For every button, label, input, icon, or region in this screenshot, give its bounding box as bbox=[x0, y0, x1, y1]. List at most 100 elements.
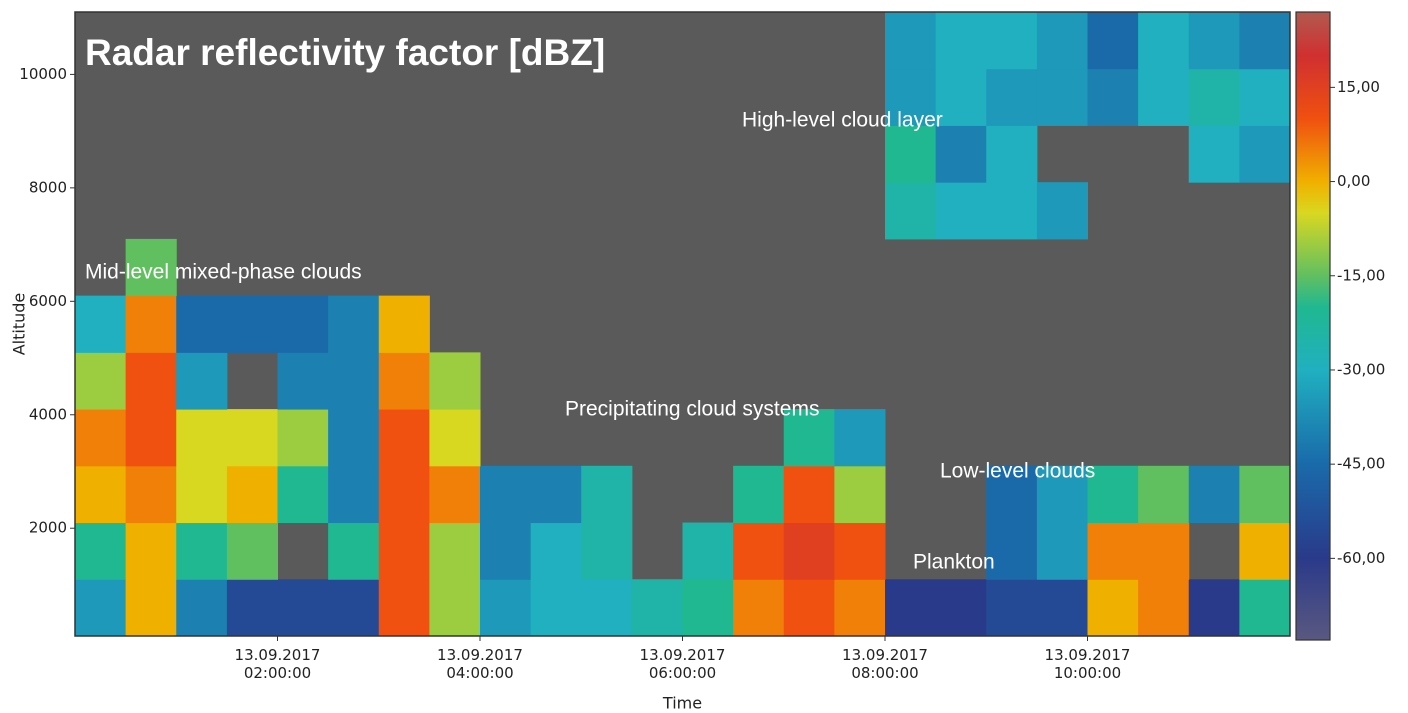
colorbar-tick-label: 0,00 bbox=[1337, 172, 1370, 190]
heat-cell bbox=[986, 522, 1038, 580]
annotation: Low-level clouds bbox=[940, 460, 1095, 483]
heat-cell bbox=[328, 409, 380, 467]
heat-cell bbox=[1036, 522, 1088, 580]
heat-cell bbox=[783, 579, 835, 637]
y-tick-label: 2000 bbox=[29, 519, 67, 537]
heat-cell bbox=[176, 352, 228, 410]
heat-cell bbox=[631, 579, 683, 637]
y-tick-label: 10000 bbox=[19, 65, 67, 83]
heat-cell bbox=[834, 522, 886, 580]
heat-cell bbox=[378, 522, 430, 580]
heat-cell bbox=[1138, 522, 1190, 580]
y-tick-label: 4000 bbox=[29, 405, 67, 423]
heat-cell bbox=[1188, 125, 1240, 183]
heat-cell bbox=[277, 579, 329, 637]
heat-cell bbox=[1188, 12, 1240, 70]
heat-cell bbox=[1239, 579, 1291, 637]
heat-cell bbox=[226, 409, 278, 467]
heat-cell bbox=[328, 352, 380, 410]
heat-cell bbox=[986, 12, 1038, 70]
heat-cell bbox=[885, 12, 937, 70]
heat-cell bbox=[986, 68, 1038, 126]
heat-cell bbox=[783, 465, 835, 524]
colorbar-tick-label: -60,00 bbox=[1337, 549, 1385, 567]
heat-cell bbox=[480, 465, 532, 524]
x-axis-title: Time bbox=[662, 694, 702, 713]
heat-cell bbox=[935, 125, 987, 183]
x-tick-label: 13.09.2017 10:00:00 bbox=[1044, 646, 1131, 682]
heat-cell bbox=[328, 522, 380, 580]
heat-cell bbox=[75, 579, 127, 637]
y-tick-label: 6000 bbox=[29, 292, 67, 310]
heat-cell bbox=[75, 522, 127, 580]
heat-cell bbox=[581, 465, 633, 524]
heat-cell bbox=[176, 465, 228, 524]
heat-cell bbox=[1087, 12, 1139, 70]
heat-cell bbox=[176, 579, 228, 637]
annotation: Mid-level mixed-phase clouds bbox=[85, 261, 362, 284]
annotation: Plankton bbox=[913, 551, 995, 574]
heat-cell bbox=[1239, 522, 1291, 580]
heat-cell bbox=[885, 579, 937, 637]
heat-cell bbox=[530, 579, 582, 637]
heat-cell bbox=[378, 409, 430, 467]
heat-cell bbox=[1138, 68, 1190, 126]
y-tick-label: 8000 bbox=[29, 178, 67, 196]
heat-cell bbox=[733, 522, 785, 580]
heat-cell bbox=[1036, 12, 1088, 70]
heat-cell bbox=[885, 125, 937, 183]
heat-cell bbox=[530, 522, 582, 580]
heat-cell bbox=[125, 295, 177, 353]
annotation: High-level cloud layer bbox=[742, 109, 943, 132]
heat-cell bbox=[125, 352, 177, 410]
heat-cell bbox=[277, 409, 329, 467]
heat-cell bbox=[1239, 465, 1291, 524]
heat-cell bbox=[1239, 12, 1291, 70]
heat-cell bbox=[1087, 522, 1139, 580]
x-tick-label: 13.09.2017 08:00:00 bbox=[842, 646, 928, 682]
heat-cell bbox=[125, 522, 177, 580]
heat-cell bbox=[935, 68, 987, 126]
heat-cell bbox=[783, 522, 835, 580]
x-tick-label: 13.09.2017 06:00:00 bbox=[639, 646, 726, 682]
heat-cell bbox=[1036, 68, 1088, 126]
heat-cell bbox=[429, 579, 481, 637]
y-axis-title: Altitude bbox=[10, 293, 29, 356]
annotation: Precipitating cloud systems bbox=[565, 398, 819, 421]
colorbar-tick-label: -15,00 bbox=[1337, 266, 1385, 284]
x-tick-label: 13.09.2017 02:00:00 bbox=[234, 646, 321, 682]
heat-cell bbox=[834, 409, 886, 467]
heat-cell bbox=[885, 182, 937, 240]
heat-cell bbox=[986, 579, 1038, 637]
colorbar-tick-label: -30,00 bbox=[1337, 360, 1385, 378]
heat-cell bbox=[834, 579, 886, 637]
heat-cell bbox=[986, 465, 1038, 524]
heat-cell bbox=[1036, 465, 1088, 524]
heat-cell bbox=[1087, 465, 1139, 524]
heat-cell bbox=[682, 522, 734, 580]
heat-cell bbox=[935, 12, 987, 70]
heat-cell bbox=[733, 579, 785, 637]
chart-title: Radar reflectivity factor [dBZ] bbox=[85, 32, 605, 73]
heat-cell bbox=[834, 465, 886, 524]
heat-cell bbox=[125, 238, 177, 297]
heat-cell bbox=[125, 465, 177, 524]
heat-cell bbox=[328, 465, 380, 524]
heat-cell bbox=[176, 409, 228, 467]
heat-cell bbox=[1138, 12, 1190, 70]
heat-cell bbox=[1138, 465, 1190, 524]
heat-cell bbox=[277, 295, 329, 353]
heat-cell bbox=[733, 465, 785, 524]
heat-cell bbox=[75, 352, 127, 410]
heat-cell bbox=[176, 522, 228, 580]
heat-cell bbox=[75, 409, 127, 467]
heat-cell bbox=[1087, 68, 1139, 126]
heat-cell bbox=[125, 409, 177, 467]
heat-cell bbox=[885, 68, 937, 126]
heat-cell bbox=[1036, 182, 1088, 240]
heat-cell bbox=[176, 295, 228, 353]
heat-cell bbox=[1239, 125, 1291, 183]
heat-cell bbox=[682, 579, 734, 637]
